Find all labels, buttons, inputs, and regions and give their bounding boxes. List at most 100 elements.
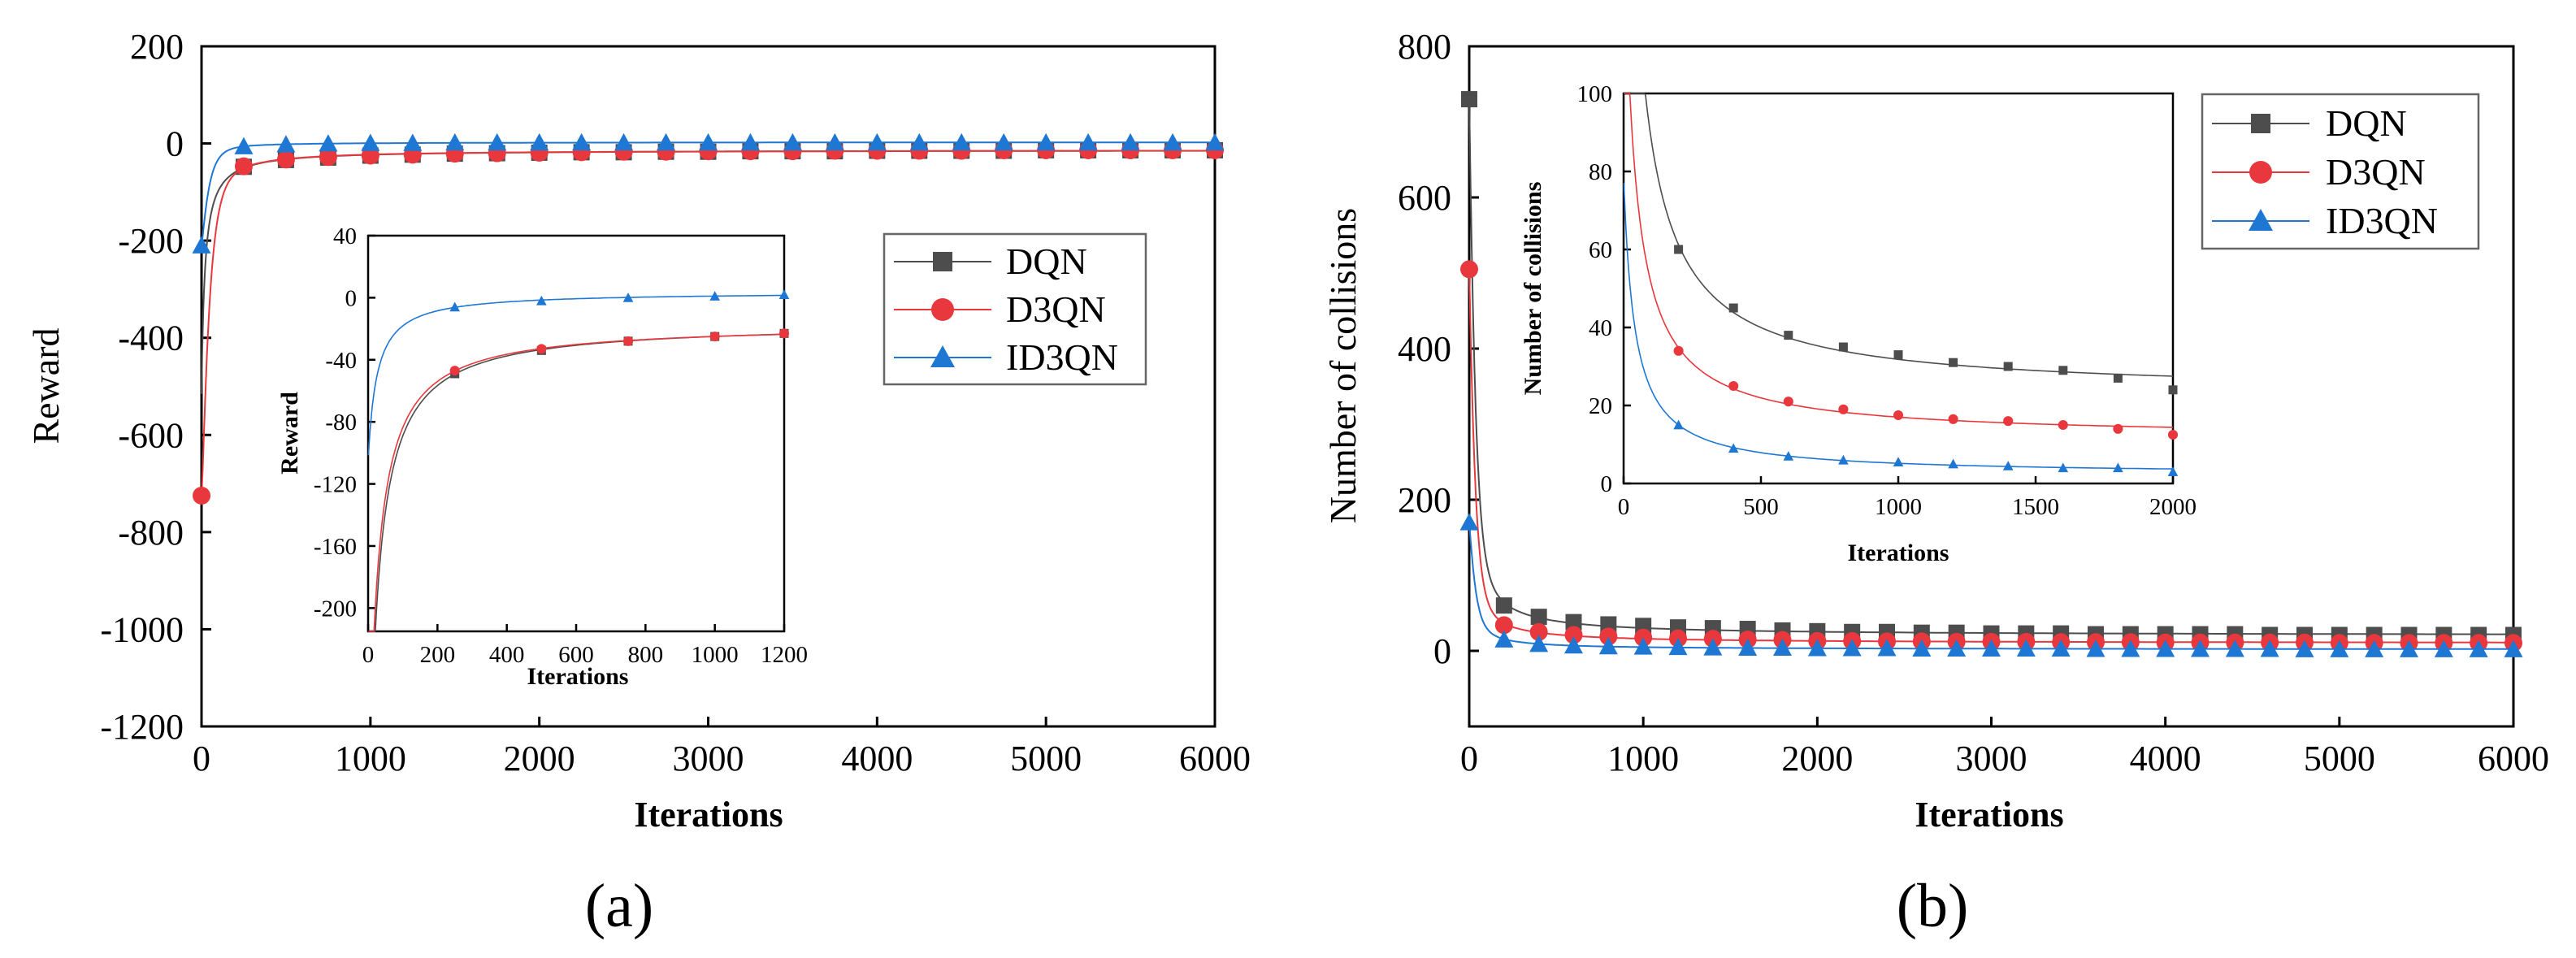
inset-x-tick-label: 600 bbox=[558, 642, 594, 668]
inset-x-tick-label: 1500 bbox=[2012, 494, 2059, 520]
inset-data-point-d3qn bbox=[1838, 404, 1849, 414]
data-point-id3qn bbox=[1459, 513, 1479, 531]
y-tick-label: 800 bbox=[1398, 27, 1451, 67]
data-point-id3qn bbox=[488, 132, 507, 151]
data-point-id3qn bbox=[1494, 630, 1514, 648]
inset-data-point-d3qn bbox=[449, 366, 460, 376]
x-tick-label: 6000 bbox=[1179, 739, 1251, 778]
series-line-id3qn bbox=[1468, 522, 2513, 650]
x-tick-label: 2000 bbox=[504, 739, 575, 778]
legend-marker-dqn bbox=[2251, 114, 2270, 133]
data-point-id3qn bbox=[909, 132, 929, 151]
data-point-id3qn bbox=[2469, 639, 2488, 657]
inset-data-point-dqn bbox=[1728, 303, 1738, 313]
data-point-id3qn bbox=[699, 132, 718, 151]
inset-x-tick-label: 1000 bbox=[1875, 494, 1922, 520]
data-point-d3qn bbox=[1564, 626, 1583, 644]
inset-data-point-dqn bbox=[1949, 358, 1958, 367]
inset-data-point-dqn bbox=[1674, 245, 1684, 254]
inset-data-point-dqn bbox=[2003, 362, 2013, 371]
data-point-id3qn bbox=[1982, 639, 2001, 657]
legend-marker-id3qn bbox=[2249, 209, 2273, 231]
inset-data-point-d3qn bbox=[709, 332, 720, 342]
data-point-id3qn bbox=[1947, 639, 1967, 657]
x-tick-label: 4000 bbox=[2130, 739, 2201, 778]
inset-x-tick-label: 500 bbox=[1743, 494, 1779, 520]
inset-frame bbox=[366, 234, 786, 633]
series-line-d3qn bbox=[201, 150, 1216, 496]
data-point-d3qn bbox=[193, 487, 210, 505]
data-point-id3qn bbox=[1912, 639, 1932, 657]
inset-x-tick-label: 0 bbox=[1618, 494, 1630, 520]
panel-a: 0 1000 2000 3000 4000 5000 60002000-200-400-60… bbox=[25, 27, 1251, 940]
data-point-id3qn bbox=[2400, 639, 2418, 657]
inset-y-tick-label: 0 bbox=[1601, 471, 1613, 497]
data-point-id3qn bbox=[1036, 132, 1056, 151]
data-point-id3qn bbox=[2504, 639, 2523, 657]
inset-y-tick-label: 80 bbox=[1589, 159, 1612, 185]
legend: DQN D3QN ID3QN bbox=[883, 232, 1147, 386]
legend: DQN D3QN ID3QN bbox=[2201, 93, 2480, 250]
data-point-id3qn bbox=[1773, 638, 1792, 657]
data-point-id3qn bbox=[361, 133, 380, 151]
y-tick-label: 0 bbox=[166, 124, 184, 164]
data-point-d3qn bbox=[1599, 627, 1618, 646]
x-tick-label: 4000 bbox=[841, 739, 913, 778]
y-tick-label: 0 bbox=[1433, 631, 1451, 671]
y-tick-label: -1200 bbox=[100, 707, 184, 747]
x-tick-label: 6000 bbox=[2478, 739, 2549, 778]
inset-data-point-id3qn bbox=[2113, 462, 2123, 473]
inset-data-point-id3qn bbox=[1673, 419, 1684, 430]
y-tick-label: -800 bbox=[118, 513, 184, 553]
y-tick-label: 200 bbox=[130, 27, 184, 67]
inset-data-point-id3qn bbox=[2167, 466, 2179, 476]
inset-y-tick-label: 60 bbox=[1589, 237, 1612, 263]
data-point-id3qn bbox=[2016, 639, 2036, 657]
y-axis-label: Reward bbox=[25, 327, 67, 444]
inset-x-tick-label: 400 bbox=[489, 642, 525, 668]
data-point-d3qn bbox=[1460, 260, 1478, 279]
inset-x-tick-label: 1000 bbox=[692, 642, 739, 668]
inset-data-point-id3qn bbox=[2002, 461, 2014, 470]
data-point-id3qn bbox=[1529, 635, 1549, 652]
legend-marker-d3qn bbox=[2249, 161, 2272, 184]
data-point-id3qn bbox=[2295, 639, 2314, 657]
data-point-id3qn bbox=[1703, 638, 1723, 656]
data-point-id3qn bbox=[234, 137, 254, 154]
y-tick-label: -400 bbox=[118, 319, 184, 358]
data-point-id3qn bbox=[994, 132, 1013, 151]
inset-data-point-d3qn bbox=[622, 336, 634, 346]
inset-data-point-dqn bbox=[2168, 385, 2178, 395]
x-tick-label: 0 bbox=[1460, 739, 1478, 778]
data-point-dqn bbox=[1600, 616, 1617, 633]
inset-data-point-id3qn bbox=[622, 293, 634, 302]
legend-label-d3qn: D3QN bbox=[2326, 151, 2426, 193]
data-point-d3qn bbox=[1529, 622, 1548, 641]
inset-data-point-id3qn bbox=[1783, 451, 1794, 461]
data-point-d3qn bbox=[1494, 616, 1513, 635]
inset-data-point-d3qn bbox=[2003, 416, 2014, 427]
inset-series-line-id3qn bbox=[1623, 183, 2174, 470]
data-point-dqn bbox=[1530, 609, 1547, 626]
data-point-id3qn bbox=[2086, 639, 2105, 657]
legend-label-dqn: DQN bbox=[1006, 241, 1087, 282]
data-point-id3qn bbox=[2330, 639, 2349, 657]
inset-data-point-d3qn bbox=[1893, 410, 1904, 421]
data-point-d3qn bbox=[361, 146, 379, 165]
data-point-id3qn bbox=[319, 134, 338, 152]
inset-y-tick-label: 100 bbox=[1577, 81, 1613, 107]
data-point-id3qn bbox=[1078, 132, 1098, 151]
inset-data-point-d3qn bbox=[2113, 423, 2123, 434]
inset-data-point-d3qn bbox=[1673, 345, 1684, 356]
inset-data-point-id3qn bbox=[778, 289, 790, 299]
x-tick-label: 3000 bbox=[1956, 739, 2027, 778]
inset-y-tick-label: -160 bbox=[314, 534, 357, 560]
data-point-id3qn bbox=[1633, 637, 1653, 655]
legend-label-d3qn: D3QN bbox=[1006, 288, 1106, 330]
y-tick-label: -200 bbox=[118, 221, 184, 261]
data-point-d3qn bbox=[319, 148, 337, 167]
data-point-id3qn bbox=[1598, 636, 1618, 655]
inset-x-tick-label: 2000 bbox=[2149, 494, 2197, 520]
data-point-id3qn bbox=[572, 132, 592, 151]
